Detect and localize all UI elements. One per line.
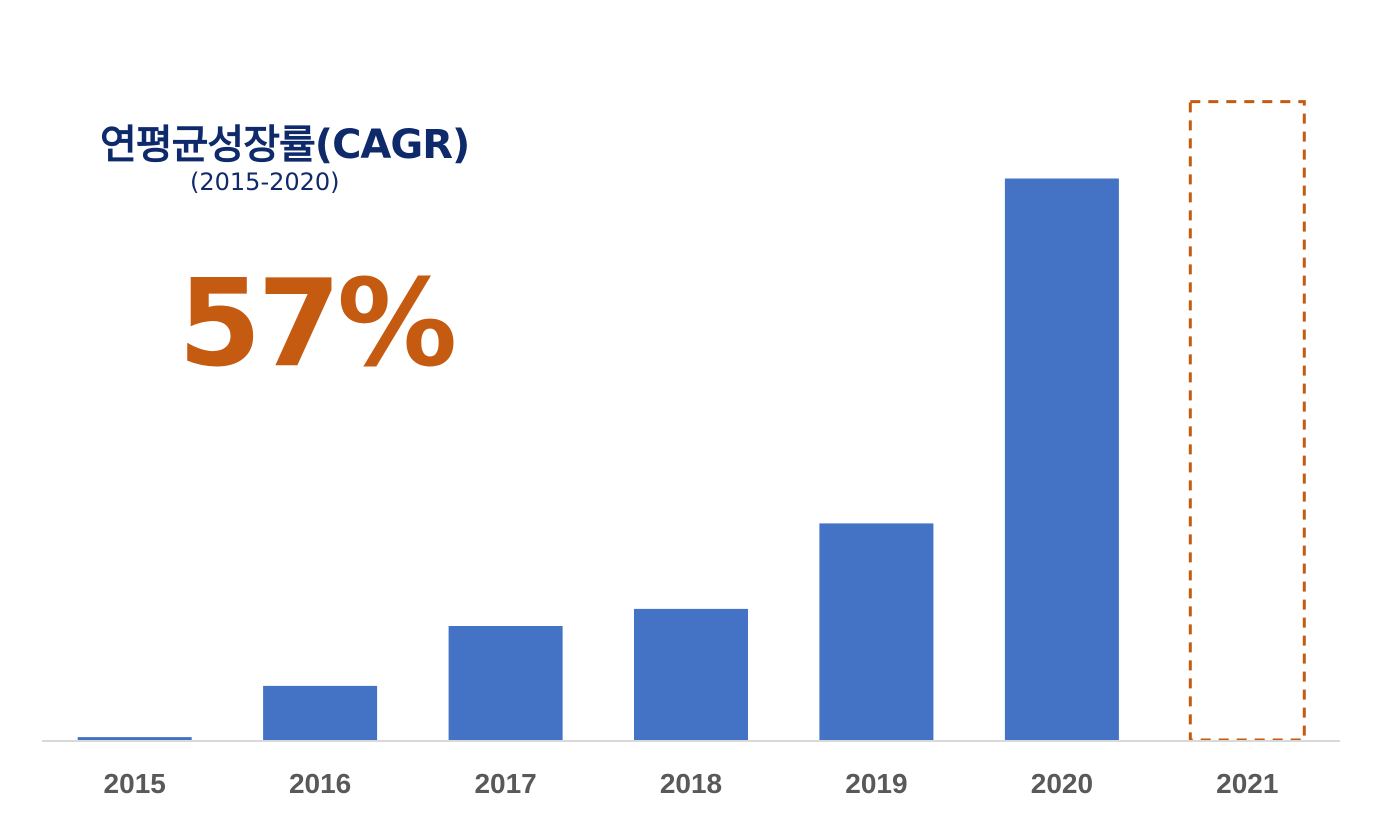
x-tick-2017: 2017: [474, 768, 536, 799]
bar-2021-forecast: [1188, 100, 1306, 742]
x-tick-2018: 2018: [660, 768, 722, 799]
bar-2017: [448, 626, 563, 740]
x-tick-2016: 2016: [289, 768, 351, 799]
cagr-period: (2015-2020): [190, 168, 340, 196]
x-tick-labels: 2015 2016 2017 2018 2019 2020 2021: [104, 768, 1279, 799]
x-tick-2015: 2015: [104, 768, 166, 799]
bar-2016: [263, 685, 378, 740]
bar-2019: [819, 523, 934, 740]
bar-2018: [634, 608, 748, 740]
x-tick-2021: 2021: [1216, 768, 1278, 799]
bar-2015: [77, 737, 192, 740]
bar-2020: [1004, 178, 1119, 740]
x-tick-2020: 2020: [1031, 768, 1093, 799]
cagr-value: 57%: [178, 255, 457, 394]
bars-group: [77, 100, 1306, 742]
cagr-title: 연평균성장률(CAGR): [100, 122, 470, 168]
x-tick-2019: 2019: [845, 768, 907, 799]
